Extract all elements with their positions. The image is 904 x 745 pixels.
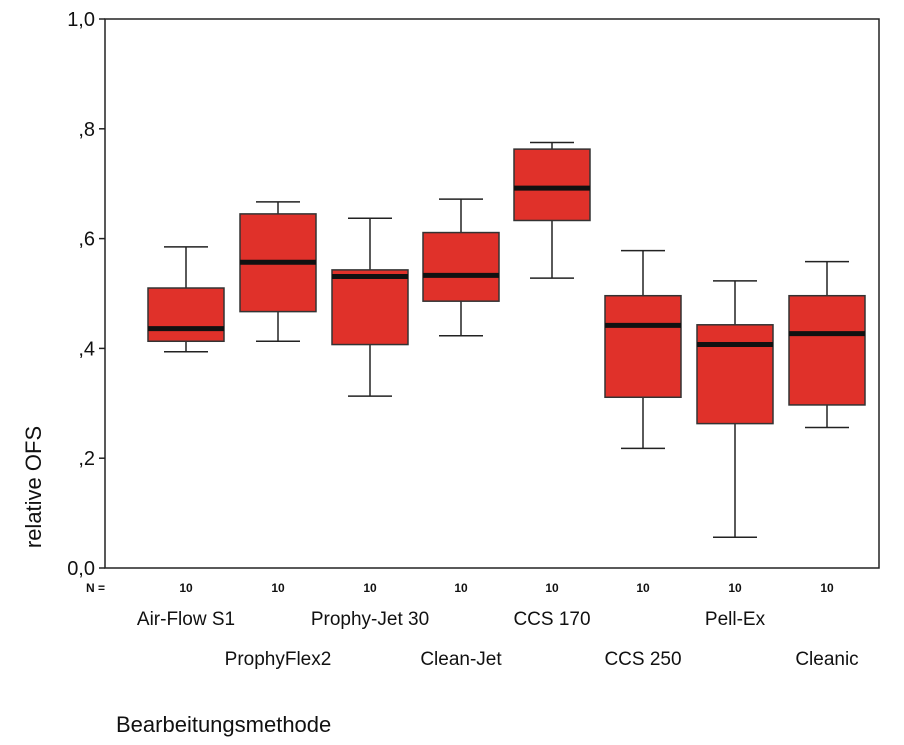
x-axis-label: Bearbeitungsmethode [116,712,331,737]
iqr-box [422,231,500,302]
category-label: ProphyFlex2 [225,649,332,670]
iqr-box [604,294,682,399]
n-value: 10 [271,581,285,595]
box-series [147,141,866,539]
y-tick-label: ,2 [78,448,95,470]
box-group [422,198,500,337]
box-group [331,217,409,397]
category-label: CCS 170 [513,609,590,630]
y-tick-label: ,4 [78,338,95,360]
box-group [788,260,866,429]
category-label: Cleanic [795,649,858,670]
n-value: 10 [363,581,377,595]
iqr-box [696,324,774,425]
n-row: N = 10 10 10 10 10 10 10 10 [86,581,834,595]
box-group [696,280,774,539]
n-label: N = [86,581,105,595]
box-group [513,141,591,279]
y-tick-label: ,8 [78,119,95,141]
iqr-box [513,148,591,222]
iqr-box [788,294,866,406]
iqr-box [331,269,409,346]
n-value: 10 [454,581,468,595]
iqr-box [147,287,225,343]
n-value: 10 [545,581,559,595]
n-value: 10 [179,581,193,595]
category-labels: Air-Flow S1 ProphyFlex2 Prophy-Jet 30 Clean… [137,609,859,670]
y-axis: 0,0 ,2 ,4 ,6 ,8 1,0 [67,9,105,580]
category-label: Prophy-Jet 30 [311,609,429,630]
y-tick-label: ,6 [78,229,95,251]
n-value: 10 [820,581,834,595]
y-axis-label: relative OFS [21,426,46,548]
n-value: 10 [636,581,650,595]
n-value: 10 [728,581,742,595]
y-tick-label: 1,0 [67,9,95,31]
box-group [239,201,317,343]
category-label: Air-Flow S1 [137,609,235,630]
y-tick-label: 0,0 [67,558,95,580]
box-group [147,246,225,353]
category-label: Clean-Jet [420,649,502,670]
box-group [604,249,682,450]
plot-frame [104,18,880,569]
category-label: Pell-Ex [705,609,766,630]
category-label: CCS 250 [604,649,681,670]
